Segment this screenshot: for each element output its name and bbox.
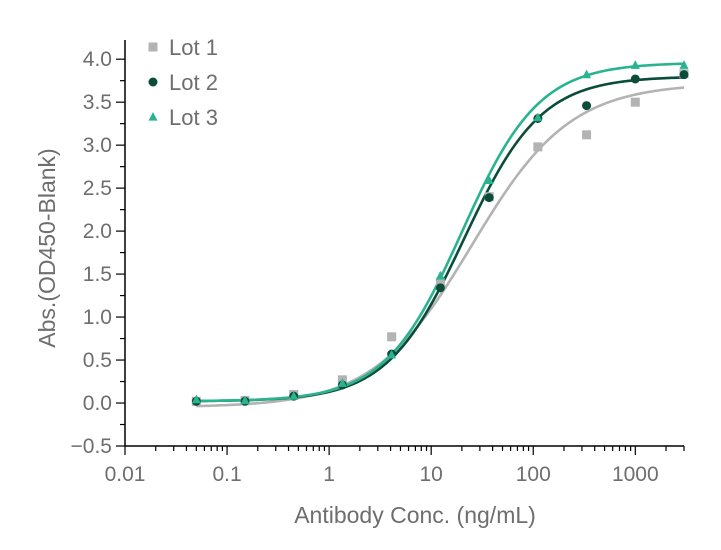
data-point-lot-3: [533, 112, 543, 122]
x-tick-label: 0.01: [105, 463, 146, 486]
data-point-lot-2: [630, 74, 640, 84]
data-point-lot-2: [435, 283, 445, 293]
data-point-lot-2: [679, 70, 689, 80]
legend-label-lot-2: Lot 2: [169, 70, 218, 95]
data-point-lot-3: [337, 378, 347, 387]
data-points: [191, 60, 689, 406]
data-point-lot-3: [582, 69, 592, 79]
legend-marker-lot-3: [148, 111, 158, 121]
legend-marker-lot-1: [148, 42, 158, 52]
y-tick-label: 0.0: [83, 392, 112, 415]
data-point-lot-3: [630, 60, 640, 69]
y-tick-label: 3.5: [83, 91, 112, 114]
x-tick-label: 1: [323, 463, 335, 486]
data-point-lot-1: [435, 278, 445, 288]
y-tick-label: 1.0: [83, 306, 112, 329]
y-axis-title: Abs.(OD450-Blank): [34, 148, 60, 347]
data-point-lot-1: [387, 332, 397, 342]
data-point-lot-3: [289, 391, 299, 400]
y-tick-label: −0.5: [71, 435, 112, 458]
data-point-lot-2: [484, 193, 494, 203]
data-point-lot-3: [191, 394, 201, 404]
x-tick-label: 1000: [612, 463, 659, 486]
x-tick-label: 10: [420, 463, 443, 486]
y-tick-label: 1.5: [83, 263, 112, 286]
x-tick-labels: 0.01 0.1 1 10 100 1000: [105, 463, 659, 486]
y-tick-label: 0.5: [83, 349, 112, 372]
y-tick-label: 3.0: [83, 134, 112, 157]
data-point-lot-1: [582, 130, 592, 140]
data-point-lot-3: [387, 349, 397, 359]
x-tick-label: 0.1: [212, 463, 241, 486]
fit-curves: [196, 62, 685, 408]
fit-curve-lot-3: [196, 62, 685, 403]
y-tick-labels: −0.5 0.0 0.5 1.0 1.5 2.0 2.5 3.0 3.5 4.0: [71, 48, 112, 458]
x-axis-title: Antibody Conc. (ng/mL): [294, 502, 536, 528]
data-point-lot-1: [630, 97, 640, 107]
data-point-lot-3: [679, 60, 689, 69]
data-point-lot-3: [484, 175, 494, 185]
legend-label-lot-3: Lot 3: [169, 105, 218, 130]
data-point-lot-3: [240, 395, 250, 405]
y-tick-label: 2.5: [83, 177, 112, 200]
legend-marker-lot-2: [148, 77, 158, 87]
fit-curve-lot-1: [196, 86, 685, 408]
data-point-lot-1: [533, 142, 543, 152]
y-tick-label: 4.0: [83, 48, 112, 71]
data-point-lot-2: [582, 101, 592, 111]
y-tick-label: 2.0: [83, 220, 112, 243]
axis-ticks: [116, 58, 685, 455]
data-point-lot-3: [435, 270, 445, 280]
legend: Lot 1 Lot 2 Lot 3: [148, 35, 218, 130]
fit-curve-lot-2: [196, 76, 685, 403]
x-tick-label: 100: [516, 463, 551, 486]
legend-label-lot-1: Lot 1: [169, 35, 218, 60]
